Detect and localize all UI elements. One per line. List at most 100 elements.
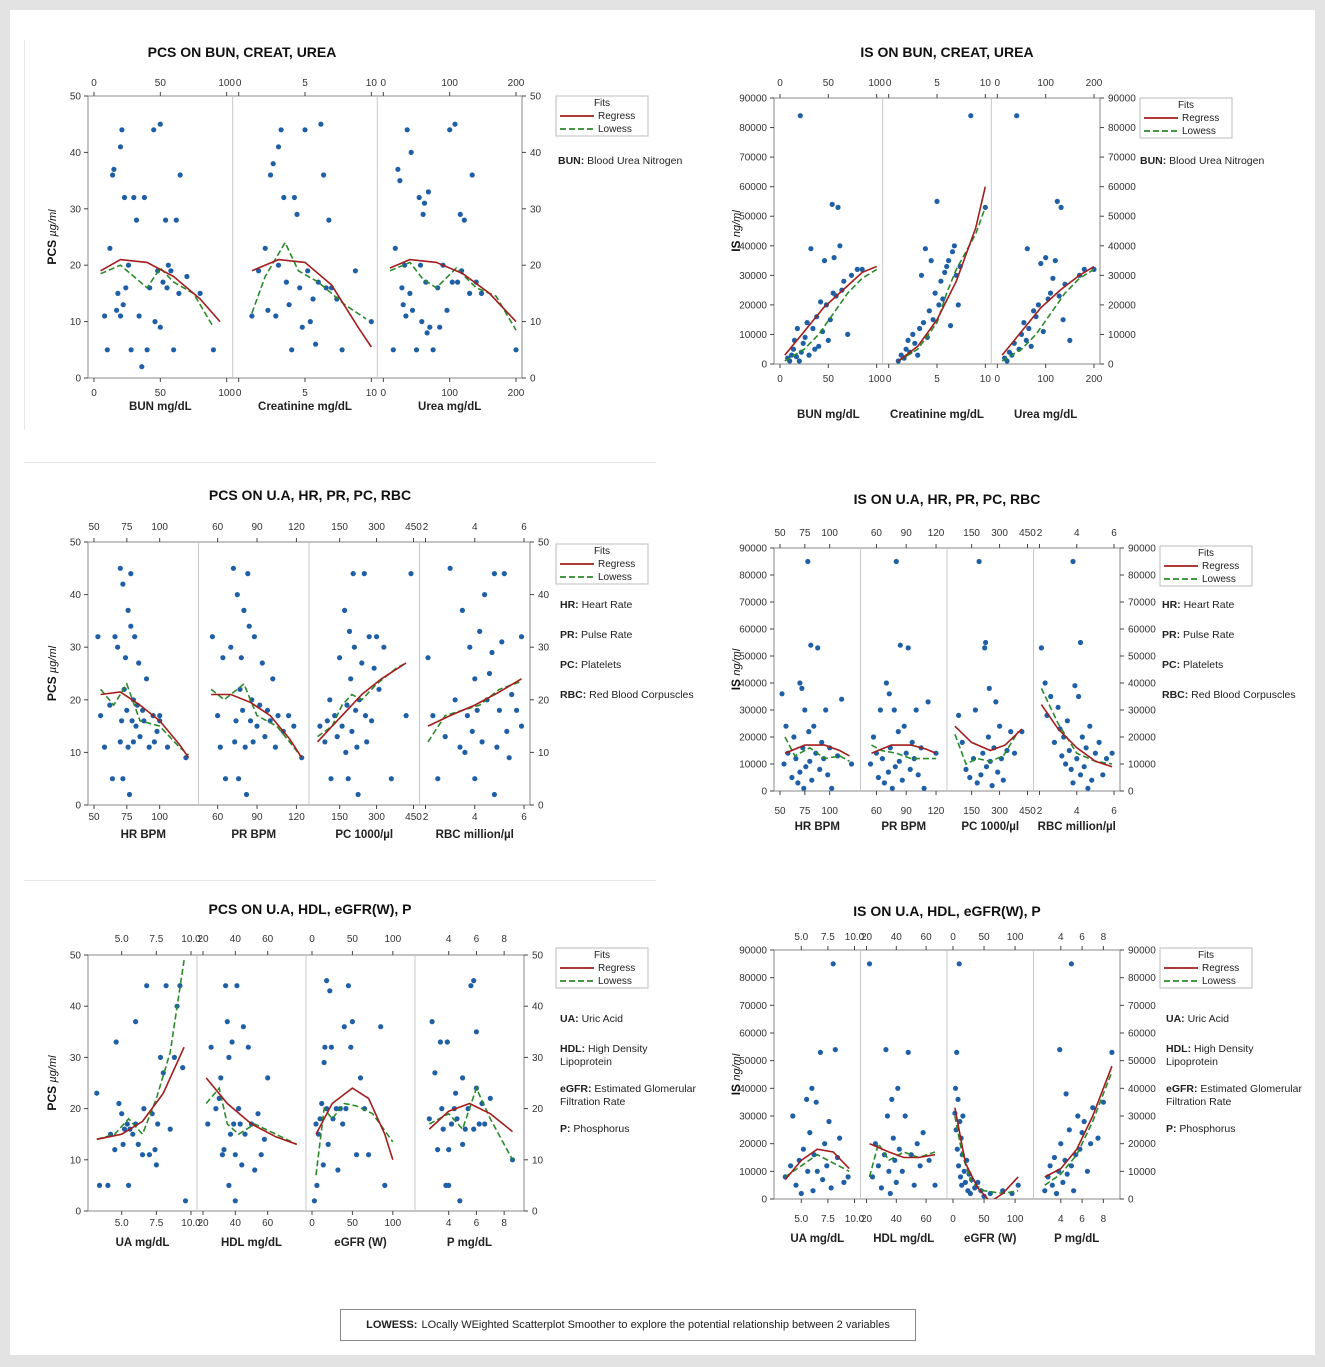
data-point [120,1141,126,1147]
y-tick-label-right: 20000 [1128,733,1156,744]
y-tick-label-left: 50000 [739,1056,767,1067]
panel-data [100,121,221,370]
x-tick-label-bottom: 0 [777,374,783,385]
y-tick-label-right: 50000 [1108,212,1136,223]
x-tick-label-top: 90 [901,528,913,539]
data-point [959,739,965,746]
x-axis-label: Creatinine mg/dL [258,401,352,413]
panel-data [95,565,190,798]
y-tick-label-right: 60000 [1108,182,1136,193]
data-point [914,1141,920,1147]
y-tick-label-left: 40 [70,148,82,159]
data-point [116,1100,122,1107]
x-tick-label-bottom: 4 [1074,806,1080,817]
data-point [348,1044,354,1050]
data-point [797,769,803,775]
data-point [455,279,461,285]
data-point [114,307,120,313]
y-tick-label-left: 40 [70,1002,82,1013]
note-entry: UA: Uric Acid [560,1013,623,1025]
data-point [1008,729,1014,735]
x-tick-label-top: 300 [991,528,1008,539]
data-point [447,127,453,133]
data-point [1059,753,1065,759]
data-point [796,358,802,364]
x-tick-label-bottom: 0 [381,388,387,399]
note-entry: P: Phosphorus [1166,1123,1235,1135]
data-point [806,352,812,358]
x-axis-label: UA mg/dL [116,1237,170,1249]
data-point [962,1179,969,1185]
x-tick-label-bottom: 0 [236,388,242,399]
x-axis-label: HR BPM [121,829,166,841]
x-tick-label-top: 0 [886,78,892,89]
data-point [954,1146,960,1152]
x-tick-label-bottom: 20 [861,1214,873,1225]
data-point [1085,785,1091,791]
panel-3: 0 0 50 50 100 100 eGFR (W) [305,934,402,1249]
x-tick-label-bottom: 40 [891,1214,903,1225]
legend-title: Fits [594,98,610,109]
y-axis-variable: PCS [45,673,59,701]
x-tick-label-top: 4 [1074,528,1080,539]
panel-1: 50 50 75 75 100 100 HR BPM [88,522,190,841]
data-point [440,1126,446,1132]
note-term: HR: [1162,599,1184,611]
data-point [891,707,897,713]
data-point [1047,290,1054,296]
data-point [1088,1141,1094,1147]
legend-title: Fits [1198,950,1214,961]
data-point [1109,1049,1115,1055]
x-tick-label-top: 0 [381,78,387,89]
data-point [267,172,274,178]
y-axis-label: PCS µg/ml [45,645,59,701]
lowess-line [315,1102,394,1176]
data-point [243,791,250,798]
data-point [810,1188,816,1194]
legend-regress-label: Regress [598,111,635,122]
legend-title: Fits [594,950,610,961]
y-tick-label-left: 80000 [739,571,767,582]
legend-title: Fits [1178,100,1194,111]
data-point [890,1135,896,1141]
data-point [920,320,927,326]
panel-data [426,978,516,1204]
data-point [324,718,330,724]
section-divider [24,40,25,430]
data-point [120,302,126,308]
data-point [867,761,874,767]
data-point [920,1130,926,1136]
data-point [442,734,448,740]
data-point [107,245,113,251]
data-point [221,1147,227,1153]
x-tick-label-bottom: 10.0 [181,1218,201,1229]
data-point [875,774,882,781]
data-point [506,755,512,761]
data-point [128,623,134,629]
note-entry: PC: Platelets [560,659,621,671]
data-point [909,739,915,746]
data-point [878,1185,885,1191]
data-point [345,776,351,782]
y-tick-label-left: 40000 [739,1084,767,1095]
data-point [892,1157,898,1163]
data-point [885,769,892,775]
data-point [281,194,287,201]
data-point [494,744,500,750]
y-tick-label-right: 50 [530,92,542,103]
y-tick-label-right: 10000 [1128,1167,1156,1178]
data-point [804,320,810,326]
data-point [130,739,136,745]
x-tick-label-top: 40 [230,934,242,945]
data-point [896,1146,902,1152]
data-point [128,571,134,577]
data-point [342,607,348,614]
data-point [374,634,380,640]
x-tick-label-bottom: 8 [1101,1214,1107,1225]
data-point [139,1152,146,1158]
y-tick-label-right: 30000 [1108,271,1136,282]
data-point [444,307,450,313]
x-tick-label-bottom: 75 [121,812,133,823]
data-point [366,634,372,640]
